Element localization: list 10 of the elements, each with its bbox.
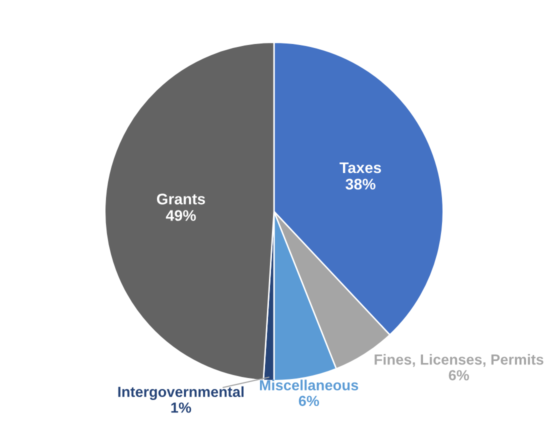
data-label: 49% <box>166 210 196 221</box>
slice-label: Grants <box>156 194 205 204</box>
slice-label: Taxes <box>340 162 381 174</box>
slice-label: Miscellaneous <box>260 380 358 390</box>
data-label: 6% <box>298 396 320 406</box>
data-label: 6% <box>448 370 469 380</box>
data-label: 1% <box>171 402 192 413</box>
data-label: 38% <box>346 178 376 190</box>
slice-label: Fines, Licenses, Permits <box>374 354 544 367</box>
slice-label: Intergovernmental <box>118 386 244 400</box>
